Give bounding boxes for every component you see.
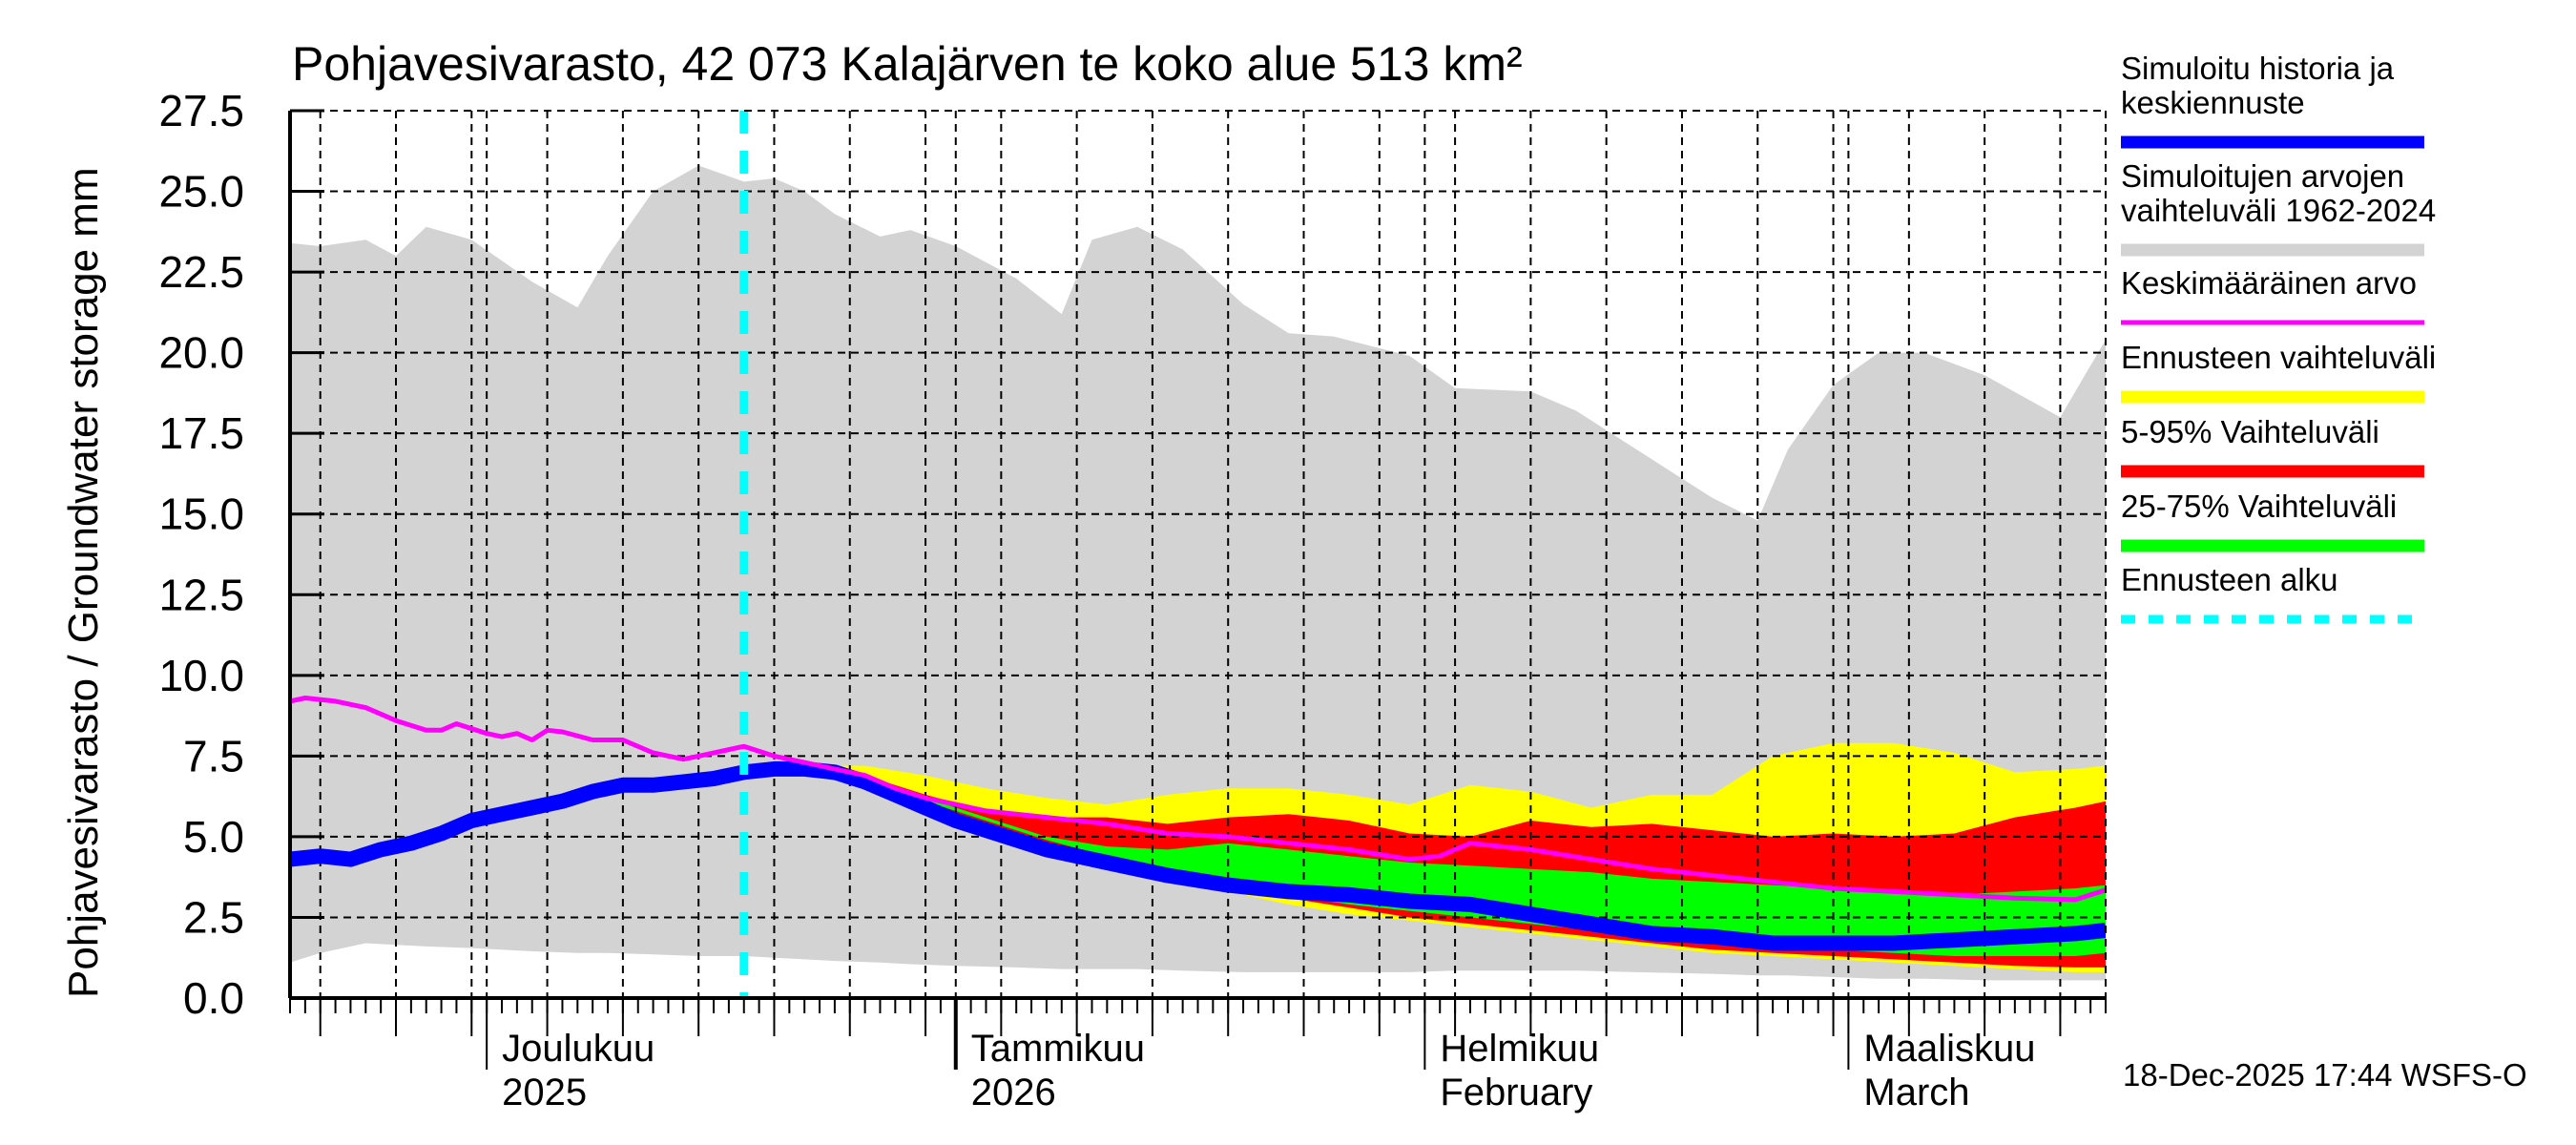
y-tick-label: 12.5 (158, 570, 244, 619)
month-sublabel: March (1863, 1072, 1969, 1114)
legend-item: 5-95% Vaihteluväli (2121, 414, 2424, 478)
legend-label: keskiennuste (2121, 85, 2305, 120)
y-tick-label: 22.5 (158, 247, 244, 297)
y-tick-label: 15.0 (158, 489, 244, 539)
y-tick-label: 2.5 (183, 892, 244, 942)
series-line-1 (290, 696, 2106, 903)
legend-item: Ennusteen alku (2121, 562, 2424, 624)
lines-layer (290, 111, 2106, 998)
chart-title: Pohjavesivarasto, 42 073 Kalajärven te k… (292, 37, 1523, 91)
legend-label: Ennusteen alku (2121, 562, 2338, 597)
series-line-0 (290, 760, 2106, 951)
y-axis-label: Pohjavesivarasto / Groundwater storage m… (60, 167, 107, 998)
legend-label: Simuloitujen arvojen (2121, 158, 2404, 194)
y-tick-label: 7.5 (183, 731, 244, 781)
legend-label: Simuloitu historia ja (2121, 51, 2395, 86)
month-label: Maaliskuu (1863, 1028, 2035, 1070)
month-label: Joulukuu (502, 1028, 654, 1070)
footer-timestamp: 18-Dec-2025 17:44 WSFS-O (2123, 1057, 2527, 1093)
legend-label: vaihteluväli 1962-2024 (2121, 193, 2436, 228)
y-tick-label: 17.5 (158, 408, 244, 458)
y-tick-label: 25.0 (158, 167, 244, 217)
y-tick-label: 0.0 (183, 973, 244, 1023)
month-label: Tammikuu (971, 1028, 1145, 1070)
legend-item: 25-75% Vaihteluväli (2121, 489, 2424, 552)
month-sublabel: 2025 (502, 1072, 587, 1114)
y-tick-label: 27.5 (158, 86, 244, 135)
y-tick-label: 20.0 (158, 328, 244, 378)
legend: Simuloitu historia jakeskiennusteSimuloi… (2121, 51, 2436, 624)
month-sublabel: 2026 (971, 1072, 1056, 1114)
legend-item: Ennusteen vaihteluväli (2121, 340, 2436, 404)
legend-label: Keskimääräinen arvo (2121, 265, 2417, 301)
legend-label: 5-95% Vaihteluväli (2121, 414, 2379, 449)
y-tick-label: 5.0 (183, 812, 244, 862)
y-tick-label: 10.0 (158, 651, 244, 700)
month-sublabel: February (1440, 1072, 1592, 1114)
legend-label: 25-75% Vaihteluväli (2121, 489, 2397, 524)
legend-item: Keskimääräinen arvo (2121, 265, 2424, 325)
axes-layer: 0.0 2.5 5.0 7.5 10.0 12.5 15.0 17.5 20.0 22.5 25.0… (158, 86, 2107, 1114)
month-label: Helmikuu (1440, 1028, 1599, 1070)
legend-label: Ennusteen vaihteluväli (2121, 340, 2436, 375)
